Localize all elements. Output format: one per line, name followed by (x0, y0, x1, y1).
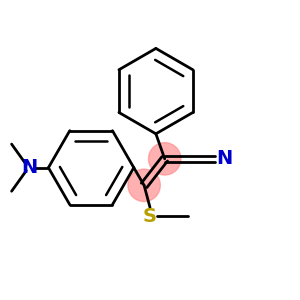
Text: N: N (216, 149, 232, 168)
Circle shape (148, 142, 181, 175)
Circle shape (128, 169, 160, 202)
Text: N: N (21, 158, 38, 177)
Text: S: S (143, 207, 157, 226)
